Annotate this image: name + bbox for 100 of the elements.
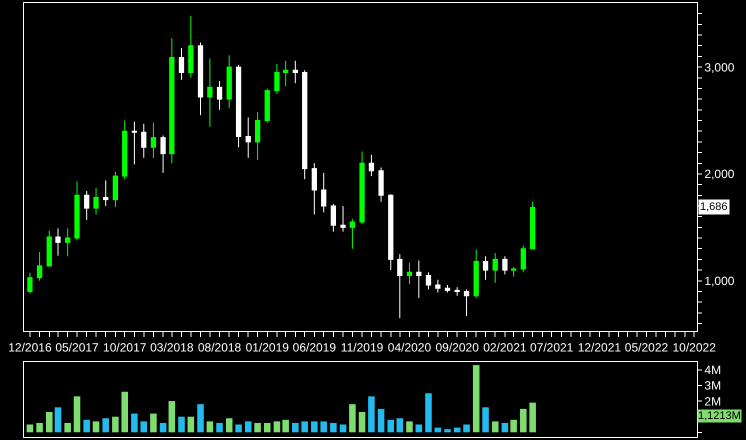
bar — [387, 420, 394, 432]
bar — [264, 422, 271, 432]
candlestick — [169, 38, 174, 164]
x-tick-label: 08/2018 — [198, 340, 242, 354]
bar — [282, 420, 289, 432]
bar — [206, 421, 214, 432]
candlestick — [368, 154, 374, 177]
bar — [311, 421, 318, 432]
candlestick — [112, 171, 118, 208]
candlestick — [27, 272, 33, 294]
bar — [396, 418, 404, 432]
bar — [320, 421, 327, 432]
bar — [150, 414, 157, 432]
y-tick-label: 1,000 — [704, 274, 735, 288]
bar — [235, 424, 242, 432]
x-tick-label: 09/2020 — [435, 340, 480, 354]
y-tick-label: 2M — [704, 394, 722, 408]
candlestick — [340, 206, 346, 232]
x-tick-label: 04/2020 — [388, 340, 432, 354]
bar — [121, 392, 128, 432]
bar — [292, 422, 299, 432]
candlestick — [510, 266, 516, 278]
candlestick — [74, 180, 80, 241]
candlestick — [530, 201, 536, 250]
bar — [54, 407, 62, 432]
bar — [197, 404, 204, 432]
bar — [131, 414, 138, 432]
candlestick — [46, 230, 52, 268]
y-tick-label: 3,000 — [704, 60, 735, 74]
bar — [46, 412, 53, 432]
candlestick — [350, 218, 356, 250]
x-tick-label: 02/2021 — [483, 340, 527, 354]
annotation: 1,686 — [700, 201, 728, 213]
y-tick-label: 4M — [704, 363, 722, 378]
bar — [463, 424, 470, 432]
candlestick — [178, 47, 184, 80]
bar — [83, 420, 90, 432]
candlestick — [254, 111, 260, 161]
candlestick — [246, 116, 251, 158]
candlestick — [406, 262, 412, 284]
bar — [425, 393, 432, 432]
candlestick — [416, 260, 422, 298]
candlestick — [216, 80, 222, 110]
bar — [178, 416, 185, 432]
x-tick-label: 06/2019 — [292, 340, 336, 354]
bar — [358, 412, 366, 432]
bar — [112, 416, 119, 432]
candlestick — [292, 60, 298, 84]
candlestick — [426, 272, 432, 290]
candlestick — [464, 288, 470, 317]
candlestick — [388, 194, 394, 271]
candlestick — [302, 70, 308, 180]
bar — [274, 421, 280, 432]
x-tick-label: 11/2019 — [340, 340, 384, 354]
bar — [472, 365, 480, 432]
bar — [168, 401, 176, 432]
bar — [510, 420, 517, 432]
x-tick-label: 10/2022 — [672, 340, 716, 354]
candlestick — [150, 122, 156, 158]
candlestick — [141, 123, 146, 158]
candlestick — [454, 286, 460, 296]
x-tick-label: 05/2022 — [624, 340, 668, 354]
bar — [502, 422, 508, 432]
candlestick — [502, 256, 508, 275]
candlestick — [330, 203, 336, 232]
text: 1,1213M — [698, 410, 741, 422]
bar — [529, 402, 536, 432]
candlestick — [378, 167, 384, 202]
candlestick — [132, 121, 138, 165]
bar — [434, 428, 442, 432]
bar — [254, 422, 261, 432]
bar — [520, 408, 527, 432]
x-tick-label: 01/2019 — [246, 340, 290, 354]
bar — [226, 418, 232, 432]
x-tick-label: 10/2017 — [103, 340, 147, 354]
candlestick — [444, 284, 450, 294]
candlestick — [312, 162, 317, 216]
bar — [102, 418, 109, 432]
bar — [368, 396, 375, 432]
candlestick — [36, 251, 42, 282]
bar — [454, 428, 460, 432]
candlestick — [55, 228, 61, 256]
candlestick — [520, 245, 526, 273]
bar — [216, 422, 223, 432]
bar — [330, 422, 337, 432]
bar — [340, 424, 346, 432]
candlestick — [226, 54, 232, 108]
bar — [160, 422, 166, 432]
bar — [406, 421, 413, 432]
bar — [482, 407, 489, 432]
candlestick — [435, 279, 440, 294]
candlestick — [188, 15, 194, 78]
candlestick — [236, 64, 242, 148]
candlestick — [492, 252, 498, 284]
bar — [349, 404, 356, 432]
candlestick — [482, 256, 488, 280]
bar — [140, 421, 148, 432]
bar — [244, 421, 252, 432]
bar — [26, 424, 34, 432]
candlestick — [397, 254, 402, 319]
